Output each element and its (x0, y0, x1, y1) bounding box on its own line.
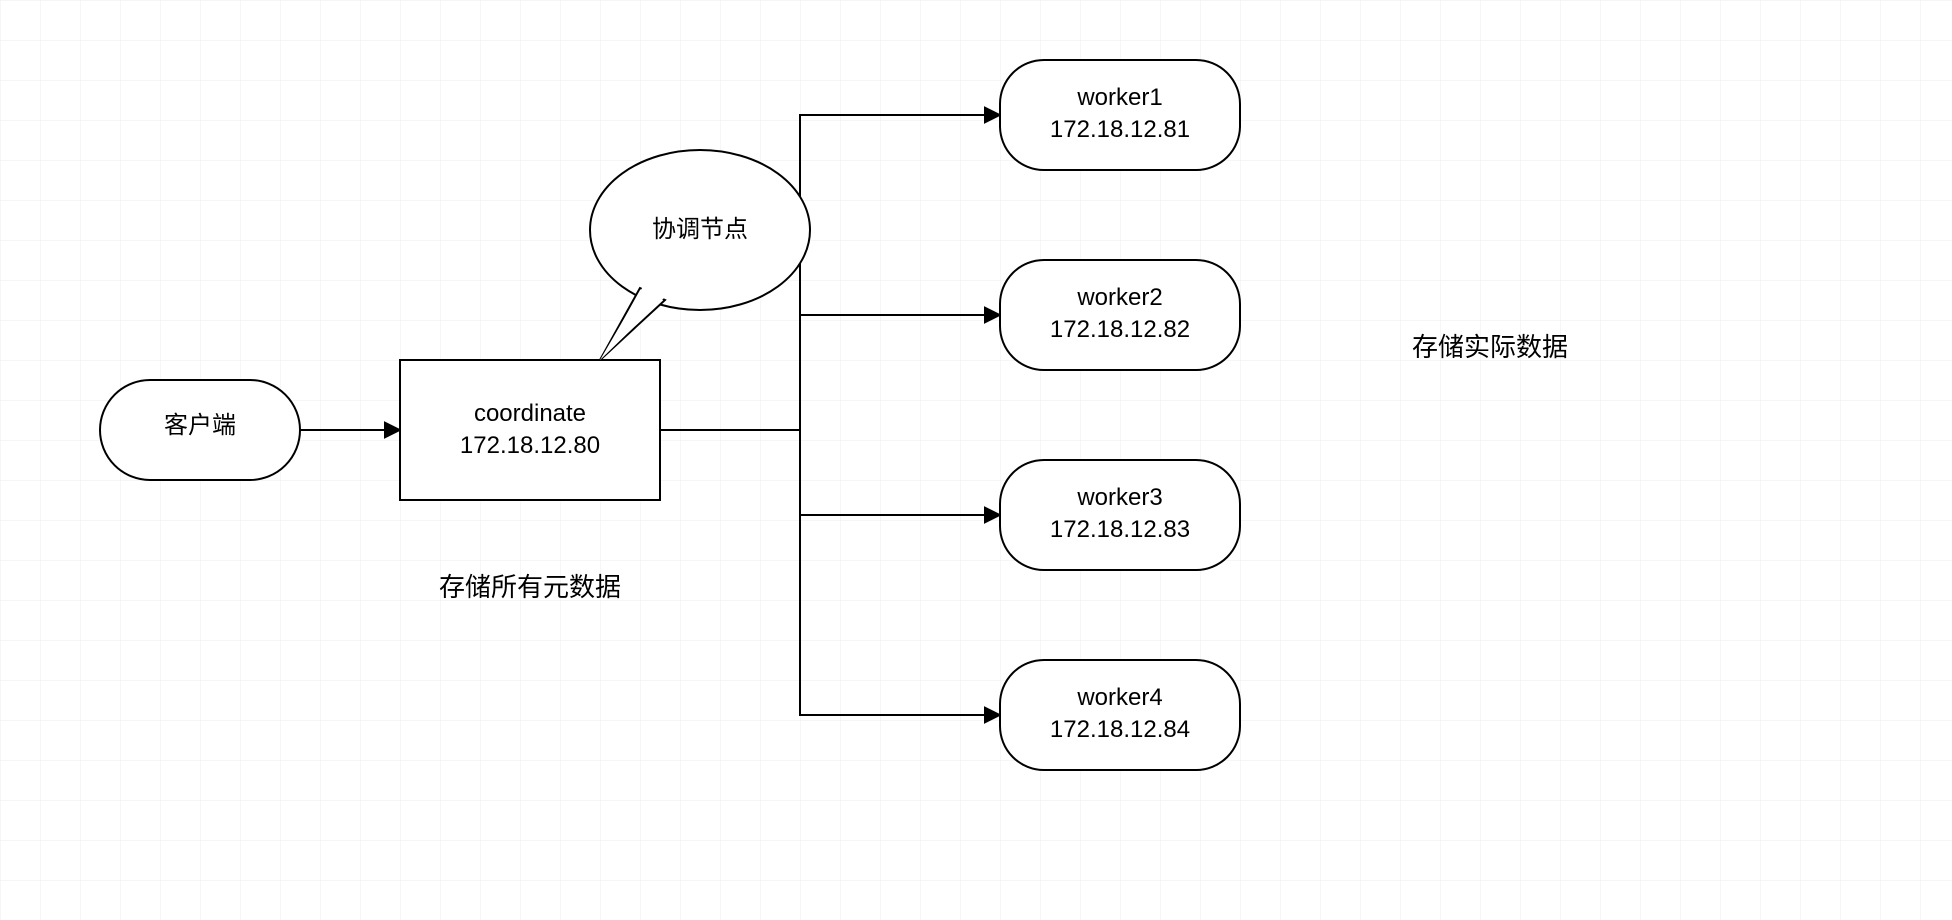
diagram-svg (0, 0, 1952, 920)
node-worker3 (1000, 460, 1240, 570)
node-worker4 (1000, 660, 1240, 770)
speech-bubble (590, 150, 810, 310)
node-coordinate (400, 360, 660, 500)
node-client (100, 380, 300, 480)
node-worker2 (1000, 260, 1240, 370)
node-worker1 (1000, 60, 1240, 170)
grid-background (0, 0, 1952, 920)
diagram-canvas: 客户端 coordinate 172.18.12.80 worker1 172.… (0, 0, 1952, 920)
